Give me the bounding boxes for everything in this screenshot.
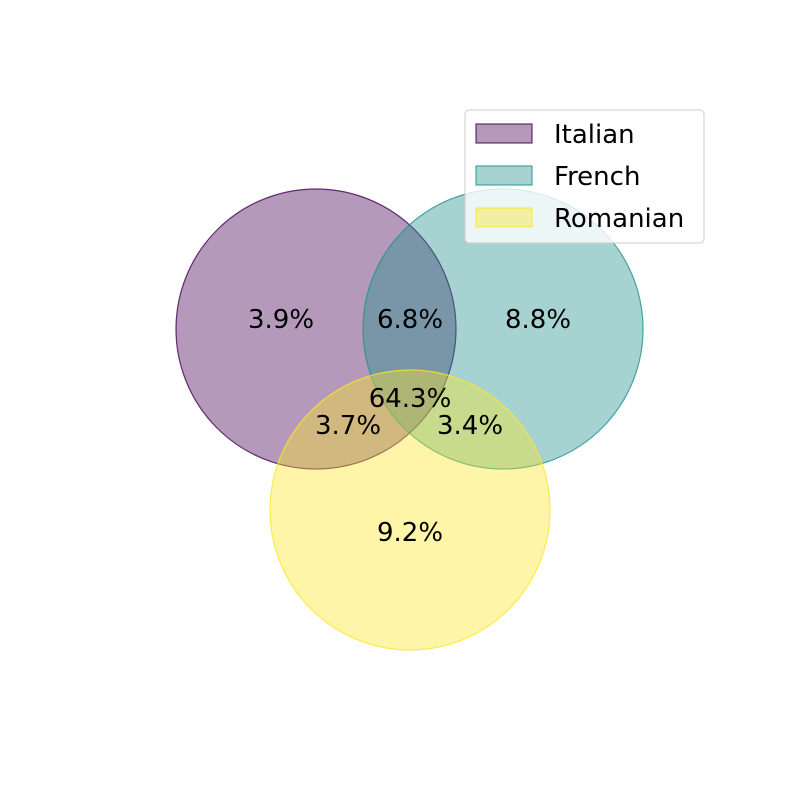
legend-entry-french: French [475,162,640,192]
venn-region-labels: 3.9% 6.8% 8.8% 64.3% 3.7% 3.4% 9.2% [248,305,571,548]
legend: Italian French Romanian [464,109,705,244]
region-label-italian-romanian: 3.7% [315,411,381,441]
region-label-italian-only: 3.9% [248,305,314,335]
legend-swatch-romanian [475,207,533,228]
legend-entry-italian: Italian [475,120,635,150]
venn-circles [175,188,644,651]
legend-label-romanian: Romanian [554,204,684,234]
circle-romanian [269,369,551,651]
legend-label-italian: Italian [554,120,635,150]
legend-swatch-italian [475,123,533,144]
legend-swatch-french [475,165,533,186]
legend-label-french: French [554,162,640,192]
circle-italian [175,188,457,470]
region-label-french-only: 8.8% [505,305,571,335]
region-label-romanian-only: 9.2% [377,518,443,548]
region-label-french-romanian: 3.4% [437,411,503,441]
region-label-italian-french: 6.8% [377,305,443,335]
legend-entry-romanian: Romanian [475,204,684,234]
region-label-all-three: 64.3% [369,384,452,414]
